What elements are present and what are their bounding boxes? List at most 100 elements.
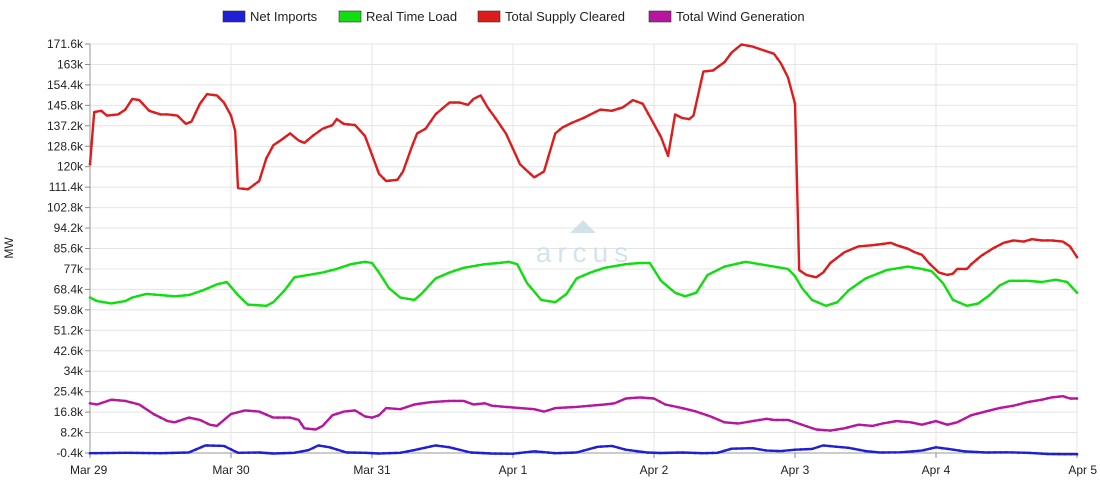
data-point [265,157,268,160]
data-point [605,109,609,112]
data-point [429,119,433,123]
data-point [552,136,556,139]
data-point [799,423,803,426]
data-point [270,415,274,419]
data-point [470,99,474,102]
data-point [165,294,168,297]
data-point [529,450,532,454]
data-point [364,260,368,264]
y-tick-label: 68.4k [54,282,84,296]
data-point [729,52,732,56]
data-point [253,183,256,186]
data-point [153,111,156,114]
data-point [541,409,544,413]
data-point [987,249,991,253]
data-point [576,276,579,280]
legend-item-total-supply-cleared[interactable]: Total Supply Cleared [477,9,625,24]
data-point [118,451,121,455]
data-point [558,451,562,455]
data-point [629,449,632,452]
data-point [876,451,879,454]
data-point [846,426,850,429]
data-point [564,451,568,455]
data-point [934,274,938,278]
legend-swatch [338,10,362,23]
data-point [793,274,797,278]
data-point [640,261,644,265]
data-point [482,451,485,455]
data-point [452,447,456,450]
data-point [958,419,961,423]
data-point [717,451,720,454]
data-point [1034,451,1038,455]
data-point [676,114,679,117]
data-point [464,266,468,269]
data-point [182,294,186,297]
data-point [147,451,151,455]
y-axis-title: MW [2,237,16,259]
data-point [265,413,268,416]
data-point [124,399,127,403]
legend[interactable]: Net Imports Real Time Load Total Supply Cl… [222,9,805,24]
data-point [793,421,797,424]
data-point [400,451,403,454]
data-point [582,449,585,452]
data-point [576,450,579,454]
data-point [987,294,991,297]
data-point [999,283,1002,287]
data-point [905,265,908,269]
data-point [100,300,104,304]
data-point [711,451,714,455]
data-point [217,96,221,99]
data-point [576,119,579,122]
data-point [588,113,591,117]
data-point [118,300,121,304]
data-point [605,402,609,406]
data-point [705,69,709,73]
data-point [646,261,650,265]
data-point [793,102,797,105]
data-point [182,120,186,124]
data-point [881,422,885,425]
data-point [212,444,215,447]
data-point [864,277,867,280]
data-point [129,401,133,404]
data-point [1022,451,1026,455]
data-point [317,426,321,430]
data-point [964,450,967,453]
data-point [699,411,703,415]
data-point [470,451,474,454]
data-point [135,295,139,298]
legend-item-net-imports[interactable]: Net Imports [222,9,318,24]
data-point [88,163,92,166]
data-point [682,407,685,410]
data-point [447,399,450,403]
data-point [482,263,485,266]
data-point [88,402,92,405]
legend-item-total-wind-generation[interactable]: Total Wind Generation [648,9,805,24]
data-point [940,280,944,284]
data-point [523,167,526,170]
data-point [253,451,256,454]
data-point [964,267,967,271]
data-point [1040,398,1044,402]
data-point [476,402,480,406]
data-point [599,445,603,448]
data-point [341,410,344,414]
legend-item-real-time-load[interactable]: Real Time Load [338,9,457,24]
data-point [1040,452,1044,455]
data-point [329,269,333,272]
data-point [687,293,691,297]
y-tick-label: 42.6k [54,344,84,358]
data-point [194,448,197,451]
data-point [923,256,926,259]
data-point [1064,241,1067,245]
data-point [652,268,656,272]
data-point [435,276,438,280]
series-line [88,43,1079,279]
data-point [1064,395,1067,399]
data-point [893,267,897,271]
data-point [952,271,955,275]
data-point [823,269,826,273]
data-point [764,449,767,452]
